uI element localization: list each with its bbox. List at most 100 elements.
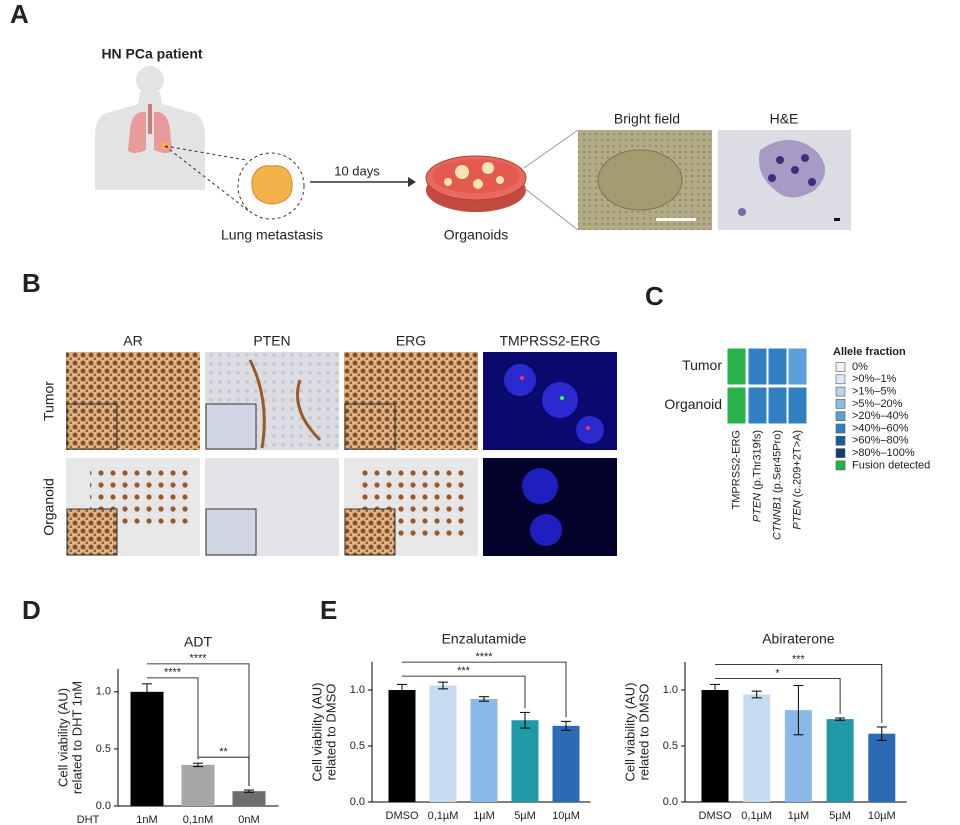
heatmap-cell [726,386,747,425]
column-label: CTNNB1 (p.Ser45Pro) [771,430,783,540]
y-tick-label: 1.0 [350,684,365,696]
patient-label: HN PCa patient [101,46,202,62]
legend-label: >20%–40% [852,410,909,422]
column-label: TMPRSS2-ERG [499,333,600,349]
panel-letter: D [22,595,41,625]
illustration-part [791,166,799,174]
legend-swatch [835,460,846,471]
legend-swatch [835,435,846,446]
legend-swatch [835,448,846,458]
illustration-part [776,156,784,164]
x-axis-label: DHT [77,814,100,825]
chart-title: Abiraterone [762,631,835,647]
illustration-part [520,376,524,380]
legend-swatch [835,399,846,409]
illustration-part [408,177,416,187]
illustration-part [95,92,205,190]
row-label: Tumor [41,381,57,421]
heatmap-cell [726,347,747,386]
illustration-part [523,187,579,231]
illustration-part [808,178,816,186]
variant: (p.Ser45Pro) [771,430,783,493]
bar [826,719,854,802]
arrow-label: 10 days [334,163,380,178]
significance-label: * [775,667,780,679]
x-tick-label: DMSO [386,810,419,822]
bar [470,698,498,802]
row-label: Organoid [664,396,722,412]
illustration-part [522,468,558,504]
illustration-part: Tumor Organoid TMPRSS2-ERG PTEN (p.Thr319fs)… [664,346,930,540]
y-tick-label: 1.0 [96,686,111,698]
gene-name: TMPRSS2-ERG [730,430,742,509]
significance-label: *** [792,653,806,665]
variant: (c.209+2T>A) [791,430,803,497]
legend-swatch [835,362,846,372]
metastasis-label: Lung metastasis [221,227,323,243]
illustration-part [205,508,257,556]
illustration-part [523,129,579,169]
y-axis-label: Cell viability (AU) [309,683,324,782]
illustration-part [560,396,564,400]
legend-label: >80%–100% [852,447,915,459]
x-tick-label: 0,1nM [183,814,214,825]
illustration-part [473,179,483,189]
column-label: PTEN [253,333,290,349]
gene-name: PTEN [791,500,803,529]
y-tick-label: 0.0 [350,796,365,808]
column-label: AR [123,333,142,349]
significance-bracket [715,664,883,723]
illustration-part [656,218,696,221]
y-tick-label: 0.0 [663,796,678,808]
bar [181,764,215,806]
significance-label: **** [164,667,182,679]
column-label: ERG [396,333,426,349]
illustration-part [432,159,520,193]
y-tick-label: 0.5 [350,740,365,752]
heatmap-cell [747,347,768,386]
illustration-part [66,508,118,556]
x-tick-label: 0,1µM [741,810,772,822]
illustration-part [344,508,396,556]
row-label: Tumor [682,357,722,373]
significance-bracket [715,678,841,714]
legend-swatch [835,374,846,385]
significance-bracket [147,677,199,760]
chart-title: Enzalutamide [442,631,527,647]
panel-letter: B [22,268,41,298]
x-tick-label: 0,1µM [428,810,459,822]
column-label: TMPRSS2-ERG [730,430,742,509]
x-tick-label: 10µM [552,810,580,822]
x-tick-label: 1nM [136,814,157,825]
image-label: Bright field [614,111,680,127]
illustration-part [768,174,776,182]
significance-label: **** [475,651,493,663]
x-tick-label: 10µM [868,810,896,822]
legend-swatch [835,423,846,434]
column-label: PTEN (p.Thr319fs) [751,430,763,522]
y-tick-label: 0.5 [96,743,111,755]
heatmap-cell [747,386,768,425]
y-tick-label: 0.0 [96,800,111,812]
illustration-part [738,208,746,216]
chart-title: ADT [184,634,212,650]
illustration-part [248,359,322,449]
legend-swatch [835,411,846,422]
y-axis-label: related to DMSO [636,684,651,781]
illustration-part [597,149,683,211]
significance-bracket [402,661,567,718]
column-label: PTEN (c.209+2T>A) [791,430,803,530]
legend-swatch [835,386,846,397]
illustration-part [237,152,305,220]
ihc-images [66,352,617,556]
bar [130,691,164,806]
illustration-part [576,416,604,444]
illustration-part [482,162,494,174]
bar [388,690,416,802]
legend-label: Fusion detected [852,459,930,471]
legend-label: >1%–5% [852,386,897,398]
y-axis-label: Cell viability (AU) [622,683,637,782]
